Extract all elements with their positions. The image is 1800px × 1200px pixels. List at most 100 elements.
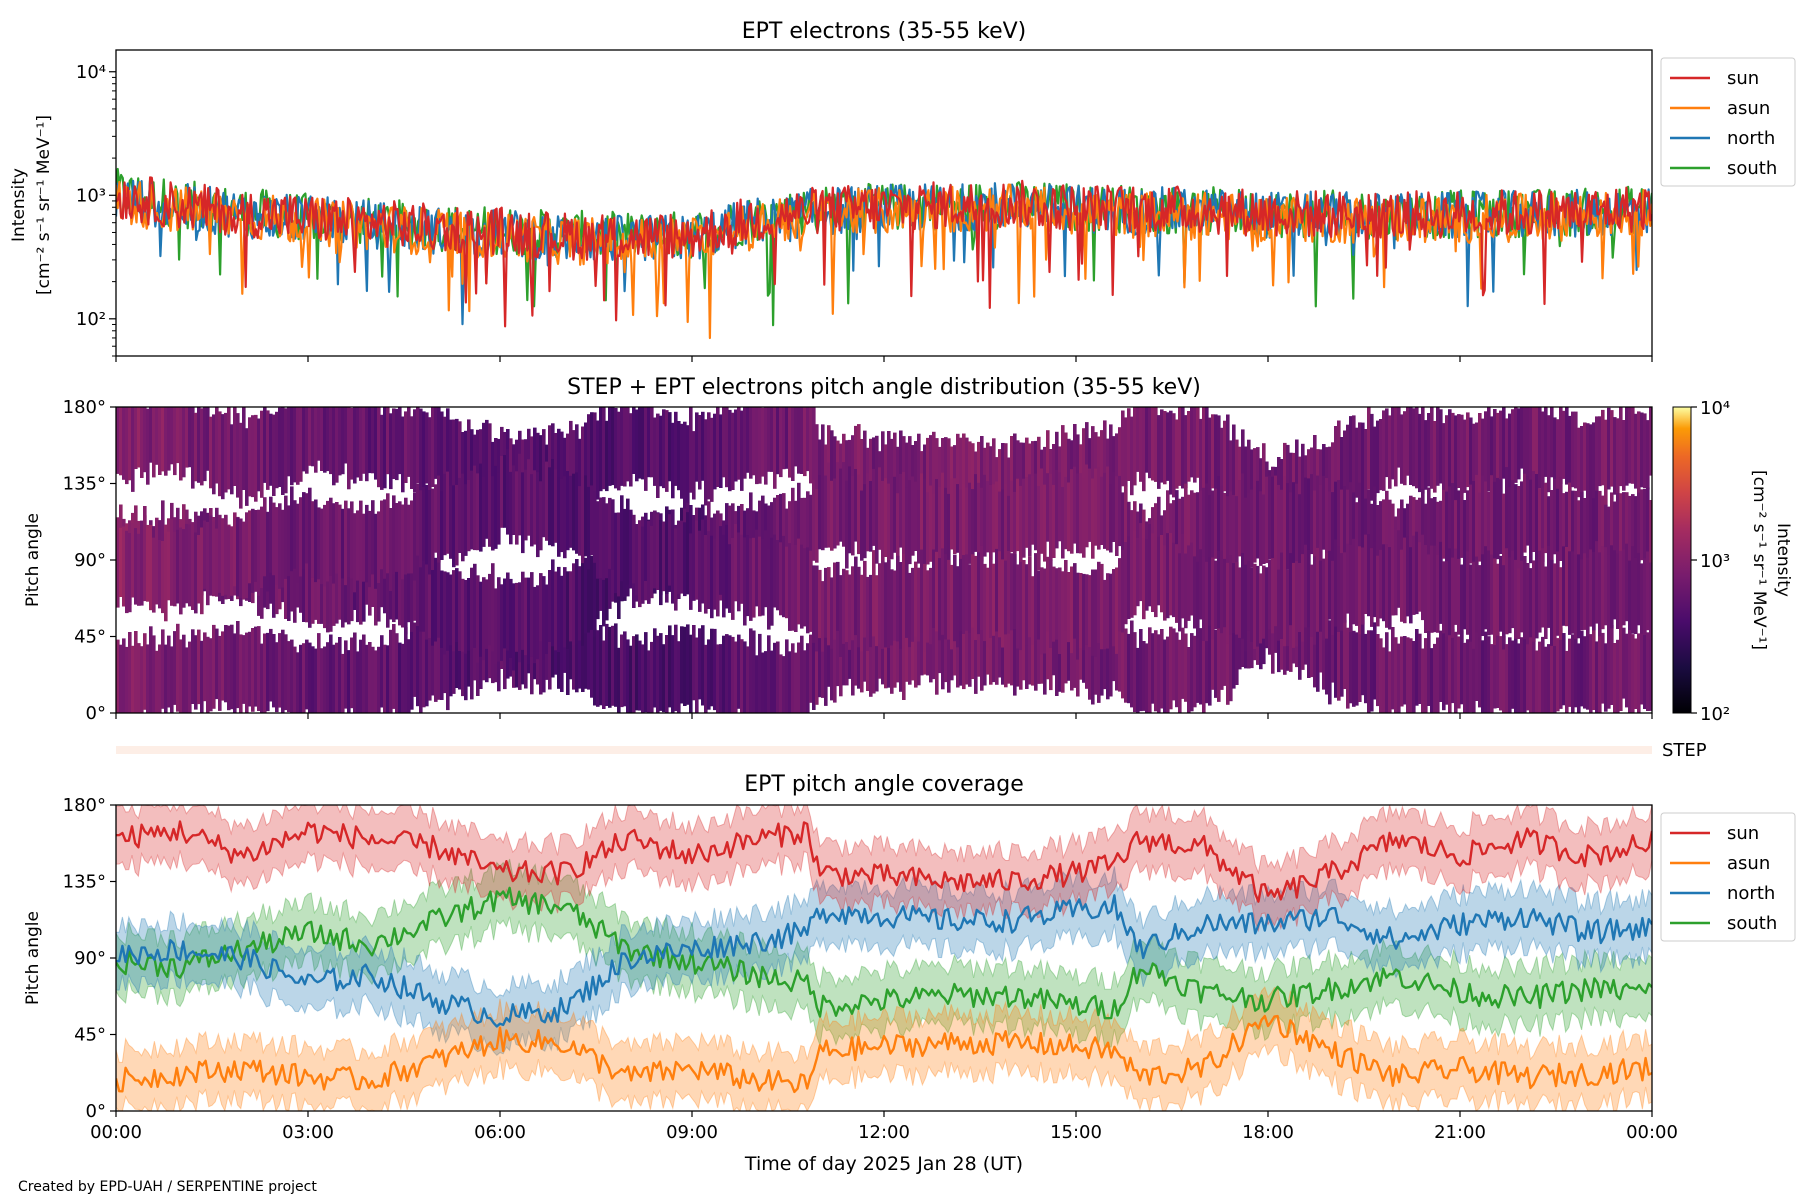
heatmap-cell-sun (1334, 426, 1338, 506)
heatmap-cell-sun (1505, 418, 1509, 489)
heatmap-cell-south (164, 533, 168, 622)
heatmap-cell-sun (1217, 415, 1221, 497)
heatmap-cell-north (1430, 498, 1434, 583)
heatmap-cell-south (176, 529, 180, 604)
heatmap-cell-south (1493, 558, 1497, 645)
heatmap-cell-asun (968, 612, 972, 687)
heatmap-cell-south (665, 506, 669, 594)
heatmap-cell-north (1553, 478, 1557, 555)
heatmap-cell-asun (137, 643, 141, 713)
heatmap-cell-north (1646, 487, 1650, 573)
heatmap-cell-north (1037, 486, 1041, 571)
heatmap-cell-sun (1064, 432, 1068, 513)
heatmap-cell-asun (1298, 594, 1302, 680)
heatmap-cell-sun (1007, 457, 1011, 529)
heatmap-cell-asun (212, 624, 216, 709)
heatmap-cell-sun (674, 411, 678, 486)
heatmap-cell-asun (620, 634, 624, 708)
heatmap-cell-asun (1529, 635, 1533, 713)
heatmap-cell-asun (758, 633, 762, 713)
heatmap-cell-sun (1154, 407, 1158, 482)
heatmap-cell-north (308, 554, 312, 628)
heatmap-cell-asun (1151, 633, 1155, 704)
heatmap-cell-south (1016, 564, 1020, 649)
heatmap-cell-sun (293, 407, 297, 483)
heatmap-cell-asun (800, 635, 804, 713)
coverage-band-asun (116, 986, 1652, 1111)
heatmap-cell-asun (1397, 643, 1401, 713)
legend-label-south: south (1727, 913, 1777, 934)
heatmap-cell-sun (905, 442, 909, 520)
heatmap-cell-asun (746, 646, 750, 713)
heatmap-cell-sun (362, 407, 366, 474)
heatmap-cell-asun (1583, 636, 1587, 709)
heatmap-cell-north (602, 551, 606, 627)
heatmap-cell-north (1199, 490, 1203, 579)
heatmap-cell-sun (1487, 407, 1491, 492)
heatmap-cell-south (485, 470, 489, 539)
heatmap-cell-south (1415, 531, 1419, 615)
heatmap-cell-south (1064, 560, 1068, 632)
heatmap-cell-asun (1472, 640, 1476, 713)
heatmap-cell-south (1583, 553, 1587, 630)
heatmap-cell-south (773, 534, 777, 608)
heatmap-cell-asun (1592, 621, 1596, 710)
heatmap-cell-north (827, 462, 831, 548)
heatmap-cell-asun (737, 634, 741, 709)
heatmap-cell-south (254, 510, 258, 582)
heatmap-cell-asun (128, 632, 132, 713)
heatmap-cell-sun (194, 412, 198, 482)
heatmap-cell-asun (419, 628, 423, 713)
panel1-legend-box (1660, 57, 1796, 187)
heatmap-cell-south (1124, 542, 1128, 625)
heatmap-cell-south (1448, 548, 1452, 636)
heatmap-cell-sun (245, 428, 249, 506)
heatmap-cell-north (533, 586, 537, 664)
heatmap-cell-asun (548, 619, 552, 690)
heatmap-cell-north (986, 481, 990, 553)
heatmap-cell-south (1298, 563, 1302, 632)
heatmap-cell-asun (1526, 633, 1530, 711)
heatmap-cell-north (1025, 477, 1029, 548)
heatmap-cell-south (200, 527, 204, 615)
heatmap-cell-asun (1229, 616, 1233, 702)
heatmap-cell-south (830, 577, 834, 649)
heatmap-cell-south (872, 550, 876, 637)
heatmap-cell-north (1436, 501, 1440, 577)
heatmap-cell-north (1418, 497, 1422, 577)
heatmap-cell-asun (1481, 640, 1485, 713)
panel3-title: EPT pitch angle coverage (744, 772, 1024, 797)
heatmap-cell-south (632, 514, 636, 584)
heatmap-cell-sun (1247, 439, 1251, 510)
heatmap-cell-sun (1469, 417, 1473, 499)
heatmap-cell-south (506, 449, 510, 535)
heatmap-cell-south (803, 548, 807, 627)
heatmap-cell-sun (449, 419, 453, 507)
heatmap-cell-south (509, 471, 513, 545)
heatmap-cell-asun (1559, 627, 1563, 709)
heatmap-cell-sun (1439, 409, 1443, 484)
heatmap-cell-south (764, 530, 768, 608)
heatmap-cell-sun (1433, 421, 1437, 493)
heatmap-cell-north (461, 578, 465, 652)
heatmap-cell-sun (1649, 407, 1652, 476)
heatmap-cell-sun (416, 407, 420, 484)
heatmap-cell-north (998, 491, 1002, 562)
heatmap-cell-south (575, 472, 579, 554)
heatmap-cell-sun (653, 417, 657, 486)
heatmap-cell-south (758, 536, 762, 617)
heatmap-cell-south (215, 528, 219, 597)
heatmap-cell-south (581, 477, 585, 564)
heatmap-cell-sun (614, 407, 618, 489)
heatmap-cell-north (1484, 481, 1488, 551)
heatmap-cell-asun (1394, 637, 1398, 713)
heatmap-cell-asun (281, 629, 285, 713)
heatmap-cell-south (1616, 553, 1620, 629)
heatmap-cell-asun (437, 625, 441, 700)
heatmap-cell-north (776, 495, 780, 577)
heatmap-cell-south (1307, 549, 1311, 628)
heatmap-cell-asun (701, 625, 705, 706)
heatmap-cell-asun (1004, 619, 1008, 688)
heatmap-cell-sun (380, 414, 384, 490)
